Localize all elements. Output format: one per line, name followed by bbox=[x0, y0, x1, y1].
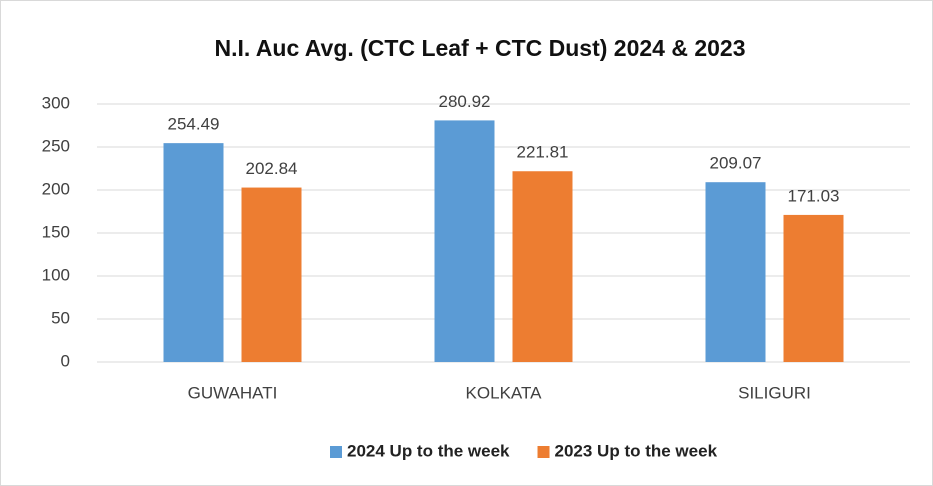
bar bbox=[783, 214, 844, 362]
data-label: 202.84 bbox=[246, 159, 298, 178]
y-tick-label: 250 bbox=[42, 136, 70, 155]
y-tick-label: 300 bbox=[42, 93, 70, 112]
chart-title: N.I. Auc Avg. (CTC Leaf + CTC Dust) 2024… bbox=[214, 35, 745, 61]
x-tick-label: GUWAHATI bbox=[188, 383, 278, 402]
x-tick-label: KOLKATA bbox=[466, 383, 543, 402]
legend-swatch bbox=[537, 446, 550, 458]
data-label: 254.49 bbox=[168, 115, 220, 134]
data-label: 209.07 bbox=[710, 154, 762, 173]
legend-label: 2023 Up to the week bbox=[555, 441, 718, 460]
y-tick-label: 150 bbox=[42, 222, 70, 241]
data-label: 280.92 bbox=[439, 92, 491, 111]
bar bbox=[705, 182, 766, 362]
x-tick-label: SILIGURI bbox=[738, 383, 811, 402]
legend-swatch bbox=[330, 446, 342, 458]
y-tick-label: 200 bbox=[42, 179, 70, 198]
y-tick-label: 100 bbox=[42, 265, 70, 284]
bar bbox=[512, 171, 573, 362]
y-tick-label: 0 bbox=[61, 351, 70, 370]
y-tick-label: 50 bbox=[51, 308, 70, 327]
bar bbox=[163, 143, 224, 362]
legend-label: 2024 Up to the week bbox=[347, 441, 510, 460]
data-label: 221.81 bbox=[517, 143, 569, 162]
data-label: 171.03 bbox=[788, 186, 840, 205]
bar bbox=[434, 120, 495, 362]
bar bbox=[241, 187, 302, 362]
